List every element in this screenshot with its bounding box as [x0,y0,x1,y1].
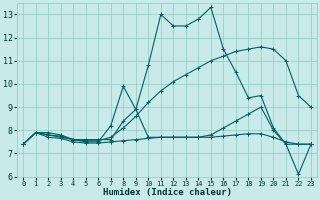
X-axis label: Humidex (Indice chaleur): Humidex (Indice chaleur) [103,188,232,197]
